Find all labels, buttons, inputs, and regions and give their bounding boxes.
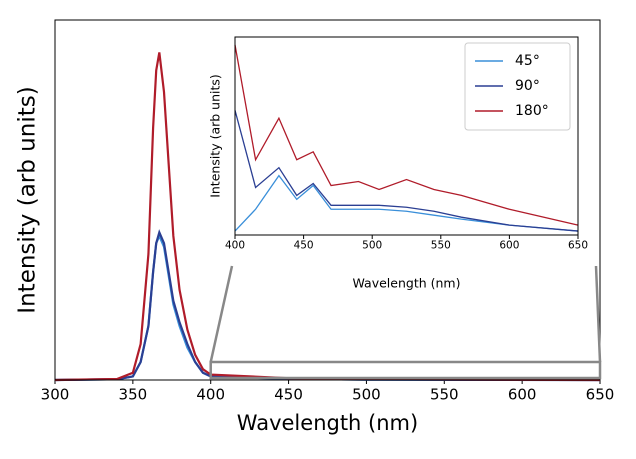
x-tick-label: 550 bbox=[430, 386, 459, 404]
y-axis-label: Intensity (arb units) bbox=[15, 86, 41, 313]
x-tick-label: 400 bbox=[196, 386, 225, 404]
axes-frame bbox=[54, 19, 601, 381]
x-tick-label: 450 bbox=[274, 386, 303, 404]
x-tick-label: 650 bbox=[586, 386, 615, 404]
x-axis-label: Wavelength (nm) bbox=[353, 276, 461, 291]
axes-frame bbox=[234, 36, 579, 236]
x-tick-label: 600 bbox=[508, 386, 537, 404]
x-tick-label: 500 bbox=[362, 240, 382, 252]
zoom-connector bbox=[594, 265, 602, 363]
legend-label: 180° bbox=[515, 103, 549, 119]
y-axis-label: Intensity (arb units) bbox=[208, 74, 223, 198]
zoom-connector bbox=[209, 265, 234, 363]
x-tick-label: 350 bbox=[119, 386, 148, 404]
series-line bbox=[234, 44, 579, 226]
x-axis-label: Wavelength (nm) bbox=[237, 411, 418, 435]
x-tick-label: 550 bbox=[431, 240, 451, 252]
x-tick-label: 450 bbox=[294, 240, 314, 252]
series-line bbox=[234, 110, 579, 232]
x-tick-label: 650 bbox=[568, 240, 588, 252]
legend-box bbox=[464, 42, 571, 131]
x-tick-label: 400 bbox=[225, 240, 245, 252]
legend-label: 90° bbox=[515, 78, 540, 94]
zoom-box bbox=[209, 360, 602, 380]
x-tick-label: 500 bbox=[352, 386, 381, 404]
x-tick-label: 300 bbox=[41, 386, 70, 404]
legend-label: 45° bbox=[515, 53, 540, 69]
series-line bbox=[234, 174, 579, 232]
x-tick-label: 600 bbox=[499, 240, 519, 252]
